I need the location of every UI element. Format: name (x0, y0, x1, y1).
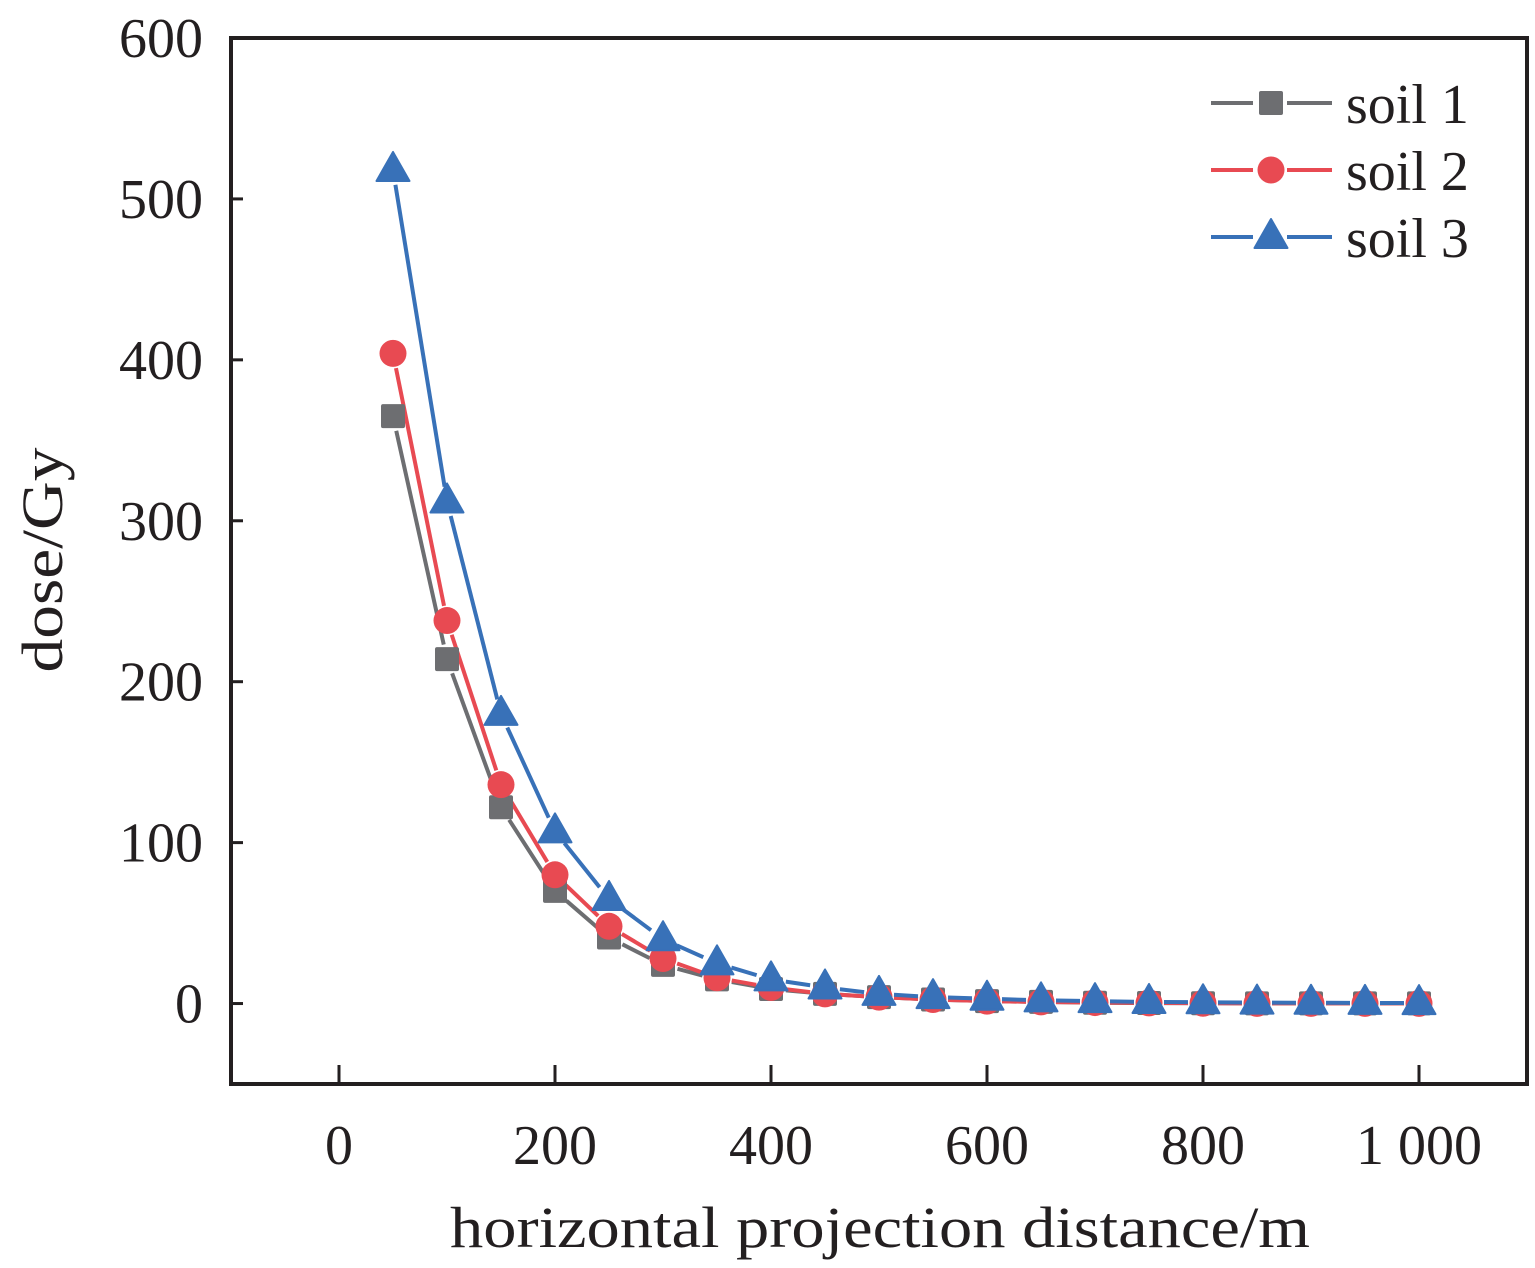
legend-label: soil 3 (1346, 208, 1469, 270)
y-tick-label: 500 (119, 169, 203, 231)
series-soil-1 (394, 430, 1404, 1006)
data-point (1347, 983, 1383, 1015)
data-point (375, 150, 411, 182)
series-line-segment (839, 987, 865, 995)
x-tick-label: 400 (729, 1115, 813, 1177)
series-line-segment (562, 841, 602, 889)
data-point (1401, 984, 1437, 1016)
data-point (699, 944, 735, 976)
data-point (969, 979, 1005, 1011)
series-line-segment (676, 966, 704, 978)
x-axis-ticks: 0 200 400 600 800 1 000 (325, 1065, 1482, 1177)
data-point (489, 795, 513, 820)
plot-border (229, 36, 1529, 1086)
data-point (1023, 981, 1059, 1013)
markers-soil-3 (375, 150, 1437, 1016)
series-line-segment (620, 932, 652, 953)
data-point (537, 812, 573, 844)
data-point (483, 694, 519, 726)
x-tick-label: 1 000 (1356, 1115, 1482, 1177)
series-line-segment (619, 906, 653, 932)
data-point (1131, 982, 1167, 1014)
series-line-segment (564, 883, 600, 918)
data-point (1293, 983, 1329, 1015)
x-tick-label: 800 (1161, 1115, 1245, 1177)
x-tick-label: 0 (325, 1115, 353, 1177)
legend-item: soil 3 (1211, 208, 1469, 270)
x-tick-label: 200 (513, 1115, 597, 1177)
plot-frame (229, 36, 1529, 1086)
data-point (379, 339, 407, 367)
data-point (595, 912, 623, 940)
series-line-segment (675, 943, 705, 960)
y-tick-label: 200 (119, 652, 203, 714)
y-axis-ticks: 0 100 200 300 400 500 600 (119, 8, 243, 1036)
series-line-segment (394, 430, 446, 645)
data-point (1185, 983, 1221, 1015)
series-line-segment (839, 992, 865, 999)
series-line-segment (449, 634, 499, 772)
series-line-segment (450, 672, 498, 794)
series-line-segment (506, 796, 550, 863)
data-point (429, 482, 465, 514)
data-point (541, 861, 569, 889)
series-line-segment (621, 942, 651, 960)
legend-label: soil 1 (1346, 74, 1469, 136)
legend-item: soil 1 (1211, 74, 1469, 136)
series-line-segment (947, 997, 973, 1003)
series-line-segment (393, 184, 447, 487)
y-tick-label: 400 (119, 330, 203, 392)
series-line-segment (505, 726, 551, 819)
x-tick-label: 600 (945, 1115, 1029, 1177)
markers-soil-1 (381, 404, 1431, 1016)
data-point (433, 607, 461, 635)
series-line-segment (785, 979, 811, 988)
series-line-segment (893, 992, 919, 999)
y-tick-label: 600 (119, 8, 203, 70)
series-line-segment (394, 367, 446, 607)
y-tick-label: 100 (119, 813, 203, 875)
data-point (435, 647, 459, 672)
series-line-segment (893, 995, 919, 1001)
y-tick-label: 0 (175, 974, 203, 1036)
data-point (645, 920, 681, 952)
legend-marker (1253, 218, 1289, 250)
data-point (807, 968, 843, 1000)
series-line-segment (507, 818, 549, 880)
series-line-segment (730, 965, 758, 978)
markers-soil-2 (379, 339, 1433, 1017)
series-soil-3 (393, 184, 1405, 1006)
data-point (649, 944, 677, 972)
series-layer (375, 150, 1437, 1017)
data-point (487, 771, 515, 799)
series-line-segment (565, 899, 599, 930)
series-line-segment (785, 987, 811, 995)
data-point (861, 974, 897, 1006)
series-soil-2 (394, 367, 1404, 1006)
legend-marker (1257, 156, 1285, 184)
data-point (1239, 983, 1275, 1015)
legend-item: soil 2 (1211, 141, 1469, 203)
data-point (381, 404, 405, 429)
series-line-segment (448, 515, 500, 700)
legend-label: soil 2 (1346, 141, 1469, 203)
series-line-segment (676, 961, 704, 975)
data-point (753, 960, 789, 992)
data-point (915, 978, 951, 1010)
y-axis-label: dose/Gy (10, 448, 75, 673)
data-point (1077, 982, 1113, 1014)
data-point (591, 879, 627, 911)
x-axis-label: horizontal projection distance/m (450, 1195, 1310, 1260)
y-tick-label: 300 (119, 491, 203, 553)
series-line-segment (1001, 997, 1027, 1002)
series-line-segment (947, 995, 973, 1001)
legend-marker (1259, 91, 1283, 115)
series-line-segment (731, 978, 757, 987)
